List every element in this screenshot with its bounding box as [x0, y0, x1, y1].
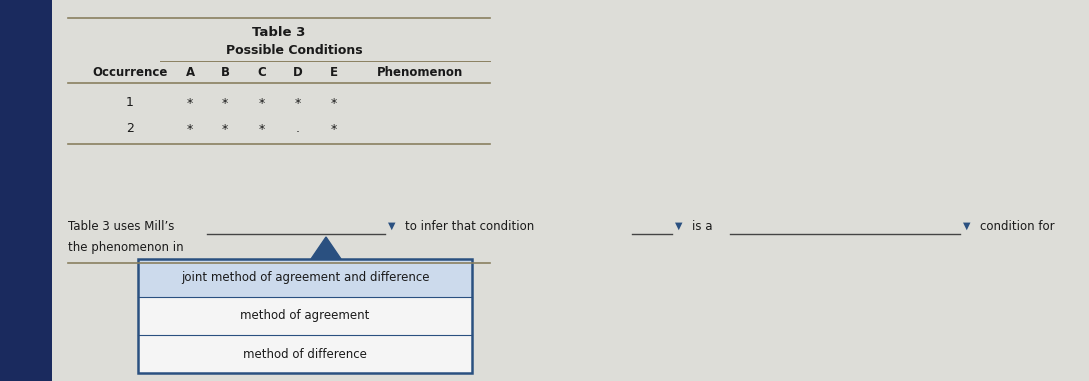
Text: *: *: [259, 123, 265, 136]
Text: 1: 1: [126, 96, 134, 109]
Text: is a: is a: [692, 219, 712, 232]
Text: Occurrence: Occurrence: [93, 67, 168, 80]
Text: 2: 2: [126, 123, 134, 136]
Bar: [138, 335, 472, 373]
Bar: [138, 259, 472, 373]
Text: ▼: ▼: [675, 221, 683, 231]
Text: condition for: condition for: [980, 219, 1054, 232]
Bar: [138, 297, 472, 335]
Text: Phenomenon: Phenomenon: [377, 67, 463, 80]
Text: Possible Conditions: Possible Conditions: [225, 45, 363, 58]
Bar: [138, 259, 472, 297]
Text: joint method of agreement and difference: joint method of agreement and difference: [181, 272, 429, 285]
Text: B: B: [220, 67, 230, 80]
Text: *: *: [187, 123, 193, 136]
Text: ▼: ▼: [388, 221, 395, 231]
Text: C: C: [258, 67, 267, 80]
Text: ▼: ▼: [963, 221, 970, 231]
Text: method of agreement: method of agreement: [241, 309, 369, 322]
Text: *: *: [187, 96, 193, 109]
Text: E: E: [330, 67, 338, 80]
Text: D: D: [293, 67, 303, 80]
Text: *: *: [259, 96, 265, 109]
Text: method of difference: method of difference: [243, 347, 367, 360]
Text: *: *: [295, 96, 302, 109]
Polygon shape: [311, 237, 341, 259]
Text: Table 3: Table 3: [253, 27, 306, 40]
Text: *: *: [222, 123, 228, 136]
Bar: [0, 0, 52, 381]
Text: .: .: [296, 123, 299, 136]
Text: the phenomenon in: the phenomenon in: [68, 242, 184, 255]
Text: *: *: [222, 96, 228, 109]
Text: Table 3 uses Mill’s: Table 3 uses Mill’s: [68, 219, 174, 232]
Text: to infer that condition: to infer that condition: [405, 219, 535, 232]
Text: A: A: [185, 67, 195, 80]
Text: *: *: [331, 96, 338, 109]
Text: *: *: [331, 123, 338, 136]
